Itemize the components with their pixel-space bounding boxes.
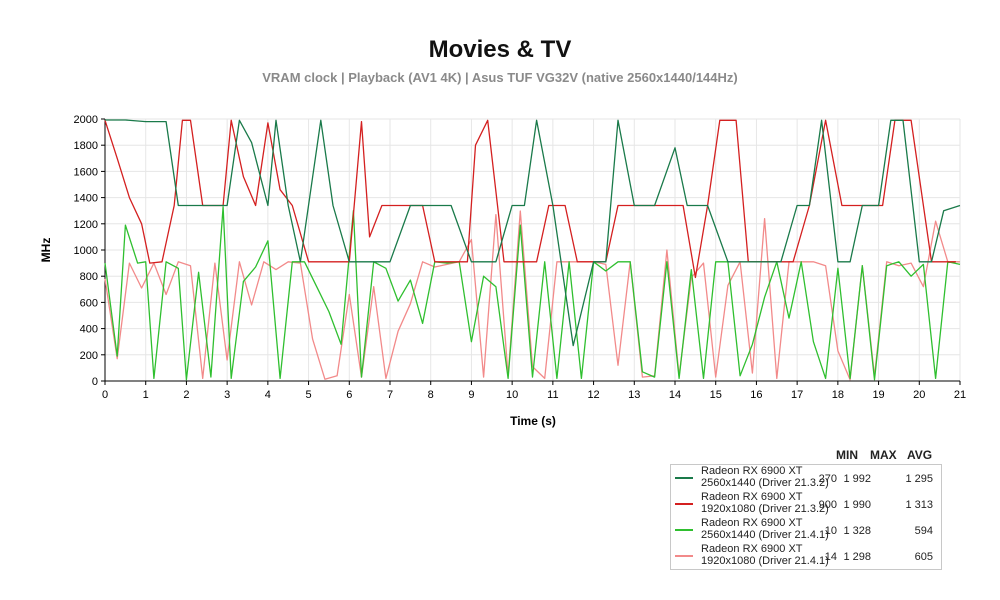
x-tick-label: 18 [832,389,844,401]
x-tick-label: 5 [306,389,312,401]
grid [104,118,961,382]
x-tick-label: 15 [710,389,722,401]
series-line-3 [104,206,961,381]
legend-max: 1 990 [843,499,871,511]
chart-subtitle: VRAM clock | Playback (AV1 4K) | Asus TU… [262,70,738,85]
y-tick-label: 400 [80,324,98,336]
legend-min: 10 [824,525,837,537]
y-tick-label: 1800 [74,140,98,152]
y-tick-label: 200 [80,350,98,362]
series-line-1 [105,119,961,347]
x-tick-label: 12 [587,389,599,401]
legend-swatch [675,529,693,531]
x-tick-label: 14 [669,389,681,401]
x-tick-label: 2 [183,389,189,401]
chart-title: Movies & TV [428,36,572,63]
x-tick-label: 17 [791,389,803,401]
x-tick-label: 21 [954,389,966,401]
legend-swatch [675,555,693,557]
x-tick-label: 0 [102,389,108,401]
x-tick-label: 16 [750,389,762,401]
legend-label: Radeon RX 6900 XT 1920x1080 (Driver 21.4… [701,543,829,567]
x-tick-label: 10 [506,389,518,401]
y-tick-label: 1400 [74,193,98,205]
y-tick-label: 1000 [74,245,98,257]
legend-min: 900 [818,499,837,511]
x-axis-label: Time (s) [510,414,556,428]
legend-label: Radeon RX 6900 XT 1920x1080 (Driver 21.3… [701,491,829,515]
legend-entry[interactable]: Radeon RX 6900 XT 2560x1440 (Driver 21.4… [671,517,941,543]
y-tick-label: 1600 [74,166,98,178]
legend-entry[interactable]: Radeon RX 6900 XT 1920x1080 (Driver 21.3… [671,491,941,517]
x-tick-label: 11 [547,389,558,401]
legend-min: 14 [824,551,837,563]
legend-label: Radeon RX 6900 XT 2560x1440 (Driver 21.4… [701,517,829,541]
y-tick-label: 1200 [74,219,98,231]
legend-max: 1 298 [843,551,871,563]
legend-label: Radeon RX 6900 XT 2560x1440 (Driver 21.3… [701,465,829,489]
x-tick-label: 20 [913,389,925,401]
legend-avg: 1 313 [905,499,933,511]
legend-swatch [675,477,693,479]
legend-entry[interactable]: Radeon RX 6900 XT 1920x1080 (Driver 21.4… [671,543,941,569]
x-tick-label: 7 [387,389,393,401]
y-tick-label: 0 [92,376,98,388]
legend-avg: 594 [914,525,933,537]
legend-rows: Radeon RX 6900 XT 2560x1440 (Driver 21.3… [670,464,942,570]
x-tick-label: 6 [346,389,352,401]
y-tick-label: 800 [80,271,98,283]
series-layer [104,119,961,381]
legend-avg: 1 295 [905,473,933,485]
x-tick-label: 19 [872,389,884,401]
x-tick-label: 3 [224,389,230,401]
legend-avg: 605 [914,551,933,563]
legend-max: 1 992 [843,473,871,485]
legend-max: 1 328 [843,525,871,537]
legend-header: MIN MAX AVG [670,448,940,464]
series-line-4 [104,210,960,381]
y-tick-label: 600 [80,297,98,309]
x-tick-label: 13 [628,389,640,401]
y-tick-label: 2000 [74,114,98,126]
legend-entry[interactable]: Radeon RX 6900 XT 2560x1440 (Driver 21.3… [671,465,941,491]
x-tick-label: 1 [143,389,149,401]
legend-min: 270 [818,473,837,485]
legend-swatch [675,503,693,505]
legend-header-min: MIN [836,448,858,462]
x-tick-label: 9 [468,389,474,401]
x-tick-label: 8 [428,389,434,401]
legend-header-max: MAX [870,448,897,462]
y-axis-label: MHz [39,238,53,263]
legend-header-avg: AVG [907,448,933,462]
x-tick-label: 4 [265,389,271,401]
